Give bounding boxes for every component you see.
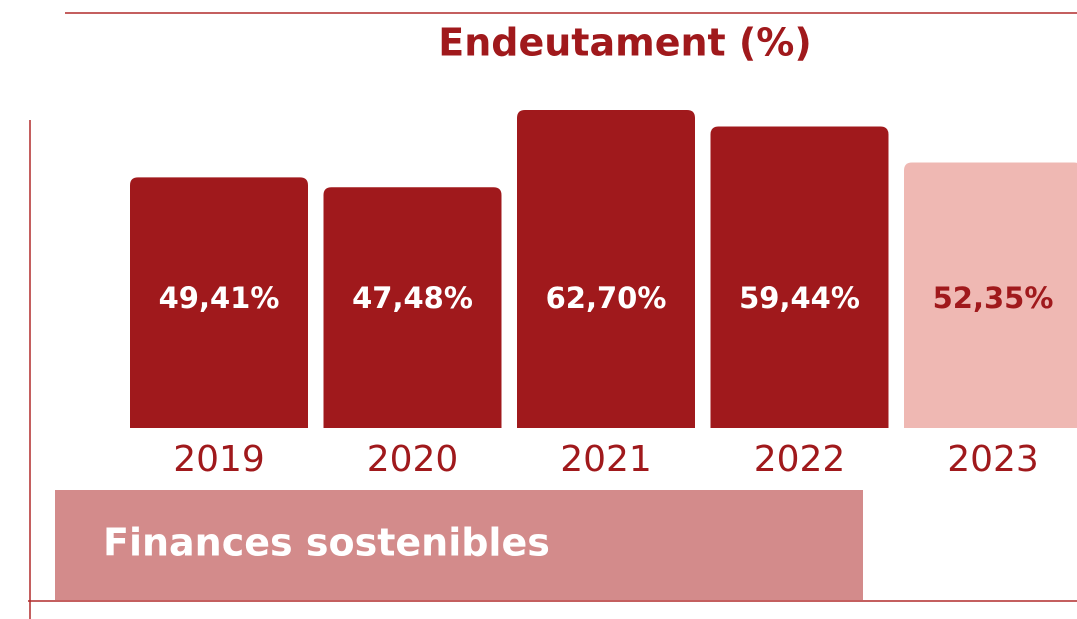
x-tick-label: 2020	[367, 439, 459, 480]
bar	[323, 187, 502, 428]
bar	[710, 126, 889, 429]
x-tick-label: 2023	[947, 439, 1039, 480]
bar	[517, 110, 695, 428]
value-label: 49,41%	[159, 281, 280, 315]
value-label: 52,35%	[933, 281, 1054, 315]
banner	[55, 490, 863, 600]
bar	[904, 162, 1077, 428]
x-tick-label: 2021	[560, 439, 652, 480]
x-tick-label: 2022	[754, 439, 846, 480]
value-label: 47,48%	[352, 281, 473, 315]
bar	[130, 177, 308, 428]
value-label: 59,44%	[739, 281, 860, 315]
banner-text: Finances sostenibles	[103, 521, 550, 565]
chart-title: Endeutament (%)	[438, 21, 811, 65]
value-label: 62,70%	[546, 281, 667, 315]
x-tick-label: 2019	[173, 439, 265, 480]
